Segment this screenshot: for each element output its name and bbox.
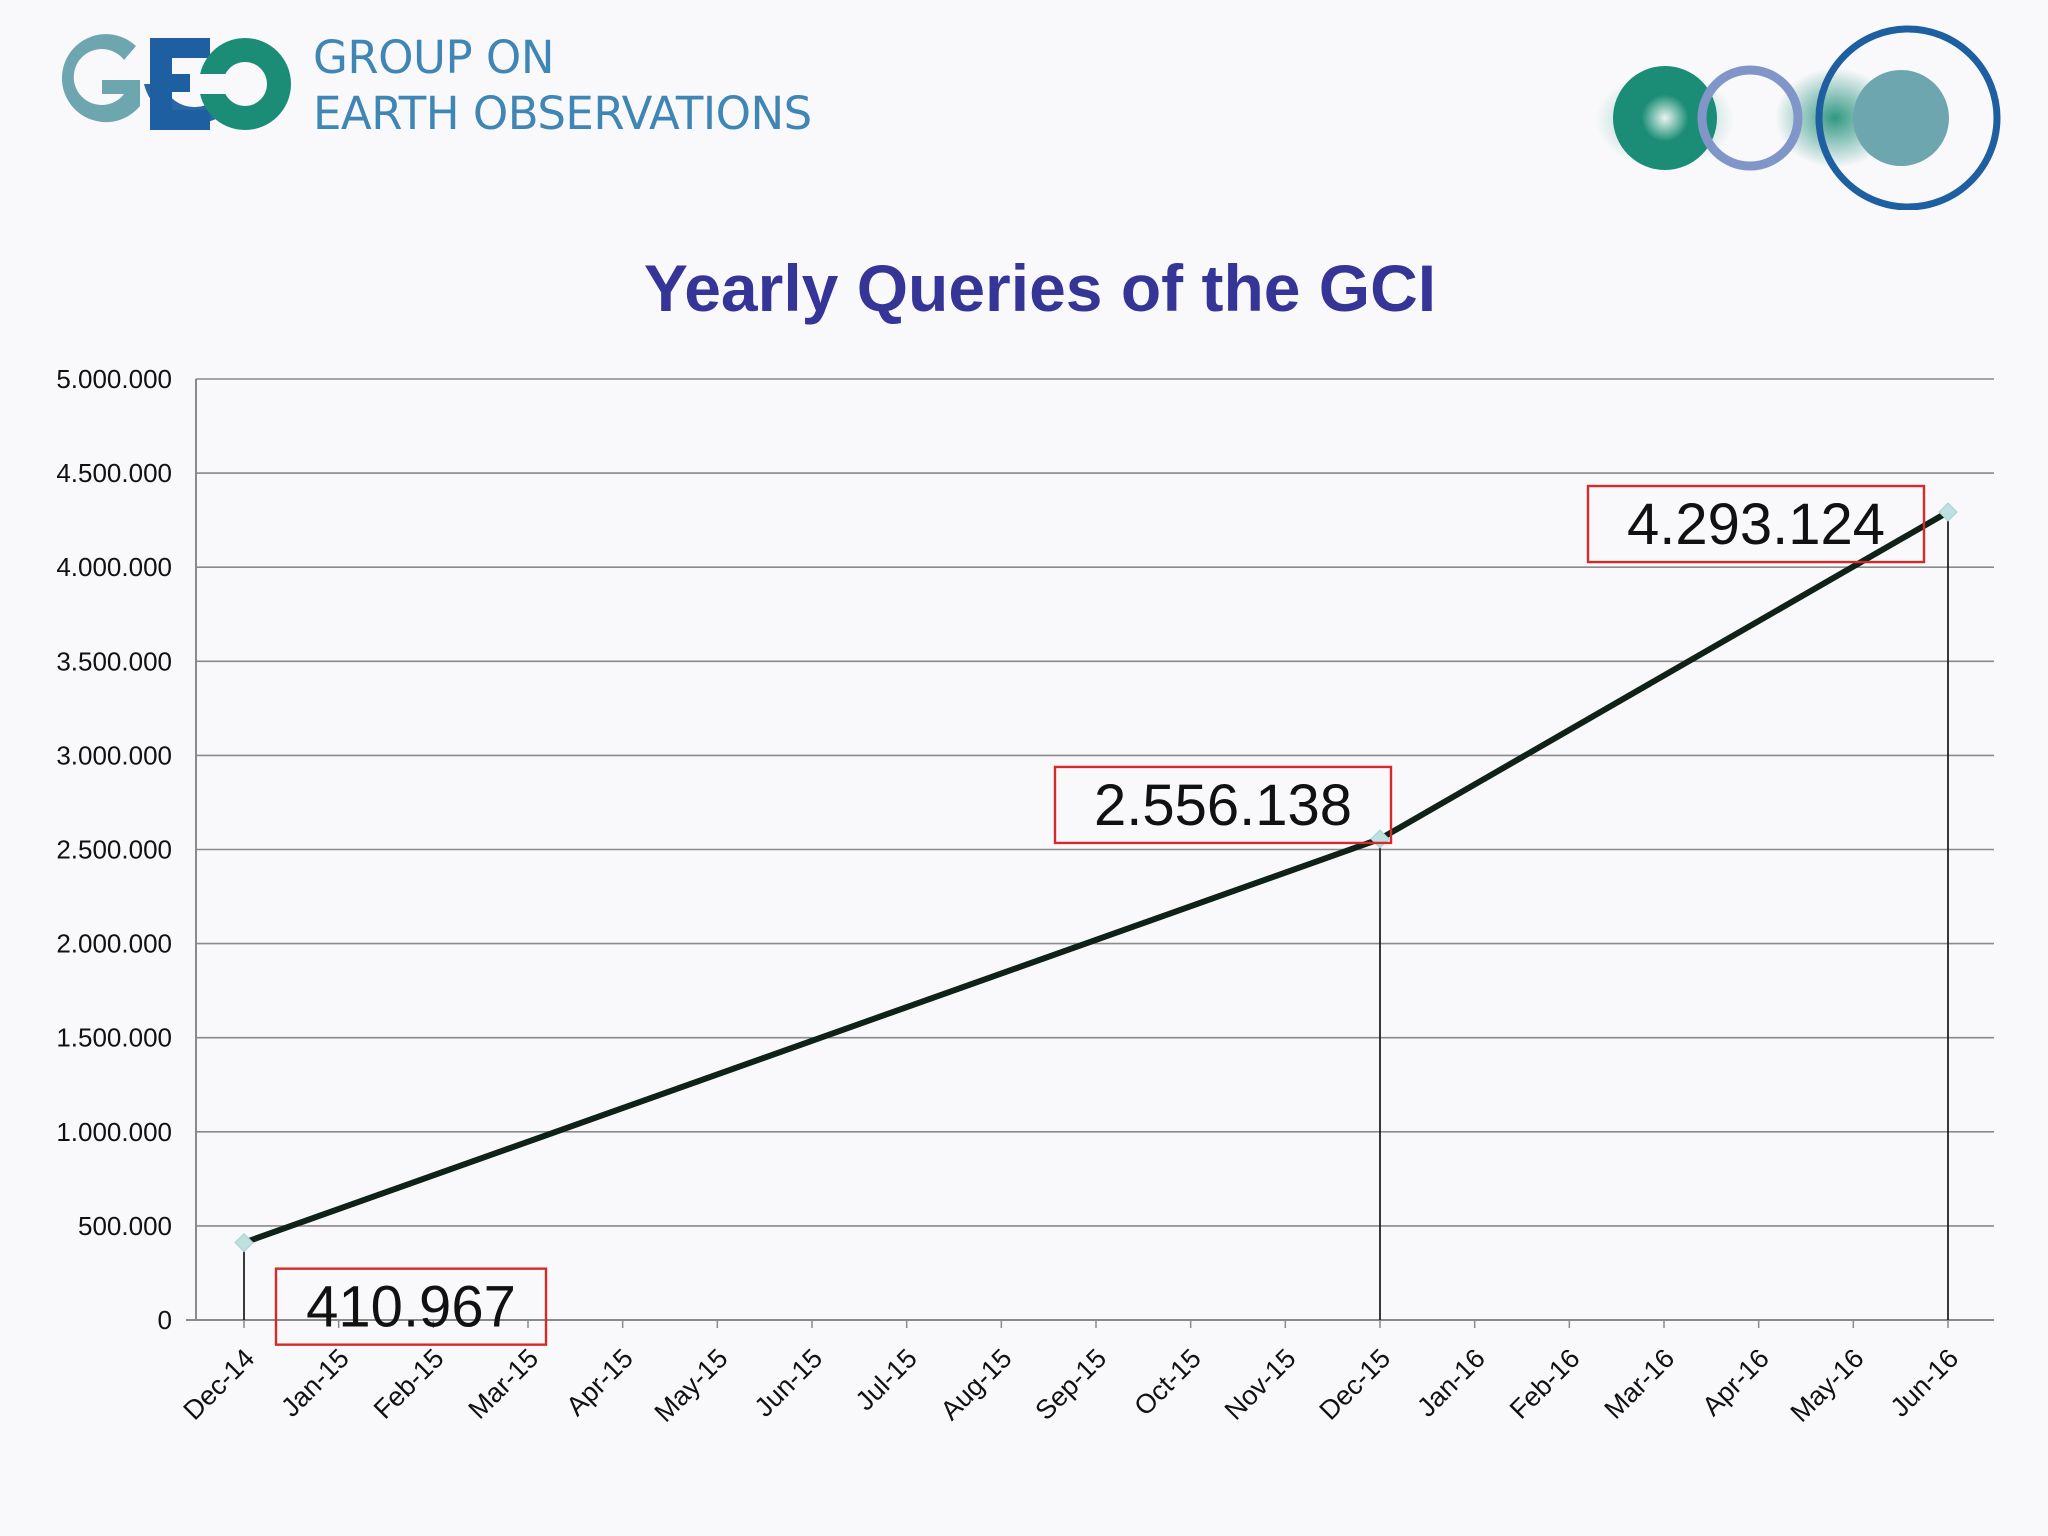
x-tick-label: Dec-14 [177,1343,260,1426]
x-tick-label: Oct-15 [1128,1343,1207,1422]
y-tick-label: 2.500.000 [56,835,172,865]
series-line [242,509,1950,1246]
y-tick-label: 1.000.000 [56,1117,172,1147]
org-name-line-2: EARTH OBSERVATIONS [313,87,812,140]
x-tick-label: Aug-15 [935,1343,1018,1426]
y-tick-label: 3.000.000 [56,740,172,770]
data-label: 410.967 [306,1275,516,1340]
x-tick-label: Nov-15 [1219,1343,1302,1426]
data-label: 2.556.138 [1094,773,1352,838]
x-tick-label: Feb-16 [1504,1343,1586,1425]
org-name-line-1: GROUP ON [313,31,555,84]
x-tick-label: Jan-15 [275,1343,355,1423]
x-tick-label: Jun-15 [749,1343,829,1423]
chart-title: Yearly Queries of the GCI [643,251,1437,325]
geo-logo-icon [61,34,291,130]
x-tick-label: Sep-15 [1029,1343,1112,1426]
y-tick-label: 3.500.000 [56,646,172,676]
x-tick-label: Dec-15 [1313,1343,1396,1426]
circles-emblem-icon [1595,25,2001,210]
x-tick-label: Apr-16 [1696,1343,1775,1422]
data-point-marker [1938,502,1958,522]
x-tick-label: Apr-15 [560,1343,639,1422]
x-tick-label: Jun-16 [1885,1343,1965,1423]
data-label-box [1053,765,1393,845]
y-tick-label: 1.500.000 [56,1023,172,1053]
x-tick-label: May-15 [649,1343,734,1428]
y-tick-label: 4.000.000 [56,552,172,582]
data-label-box [274,1267,548,1346]
y-tick-label: 0 [158,1305,172,1335]
x-tick-label: Feb-15 [368,1343,450,1425]
data-label: 4.293.124 [1627,492,1885,557]
y-tick-label: 2.000.000 [56,929,172,959]
y-tick-label: 500.000 [78,1211,172,1241]
x-tick-label: Mar-15 [463,1343,545,1425]
y-tick-label: 4.500.000 [56,458,172,488]
x-tick-label: May-16 [1785,1343,1870,1428]
data-point-marker [234,1232,254,1253]
x-tick-label: Mar-16 [1599,1343,1681,1425]
organization-name: GROUP ON EARTH OBSERVATIONS [313,30,812,142]
x-tick-label: Jan-16 [1411,1343,1491,1423]
y-tick-label: 5.000.000 [56,364,172,394]
data-label-box [1586,484,1926,564]
x-tick-label: Jul-15 [850,1343,923,1416]
